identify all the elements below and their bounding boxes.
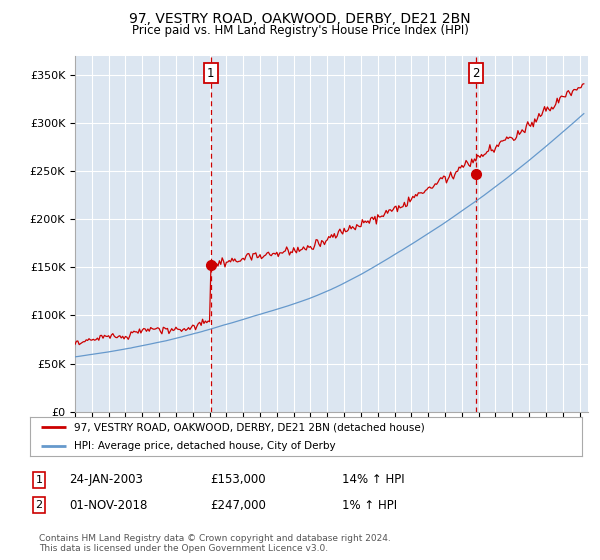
Text: 2: 2: [472, 67, 480, 80]
Text: 1: 1: [207, 67, 214, 80]
Text: 01-NOV-2018: 01-NOV-2018: [69, 498, 148, 512]
Text: £247,000: £247,000: [210, 498, 266, 512]
Text: 97, VESTRY ROAD, OAKWOOD, DERBY, DE21 2BN: 97, VESTRY ROAD, OAKWOOD, DERBY, DE21 2B…: [129, 12, 471, 26]
Text: 1: 1: [35, 475, 43, 485]
Text: 97, VESTRY ROAD, OAKWOOD, DERBY, DE21 2BN (detached house): 97, VESTRY ROAD, OAKWOOD, DERBY, DE21 2B…: [74, 422, 425, 432]
Text: 1% ↑ HPI: 1% ↑ HPI: [342, 498, 397, 512]
Text: Price paid vs. HM Land Registry's House Price Index (HPI): Price paid vs. HM Land Registry's House …: [131, 24, 469, 37]
Text: 2: 2: [35, 500, 43, 510]
Text: 14% ↑ HPI: 14% ↑ HPI: [342, 473, 404, 487]
Text: Contains HM Land Registry data © Crown copyright and database right 2024.
This d: Contains HM Land Registry data © Crown c…: [39, 534, 391, 553]
Text: 24-JAN-2003: 24-JAN-2003: [69, 473, 143, 487]
Text: HPI: Average price, detached house, City of Derby: HPI: Average price, detached house, City…: [74, 441, 336, 451]
Text: £153,000: £153,000: [210, 473, 266, 487]
